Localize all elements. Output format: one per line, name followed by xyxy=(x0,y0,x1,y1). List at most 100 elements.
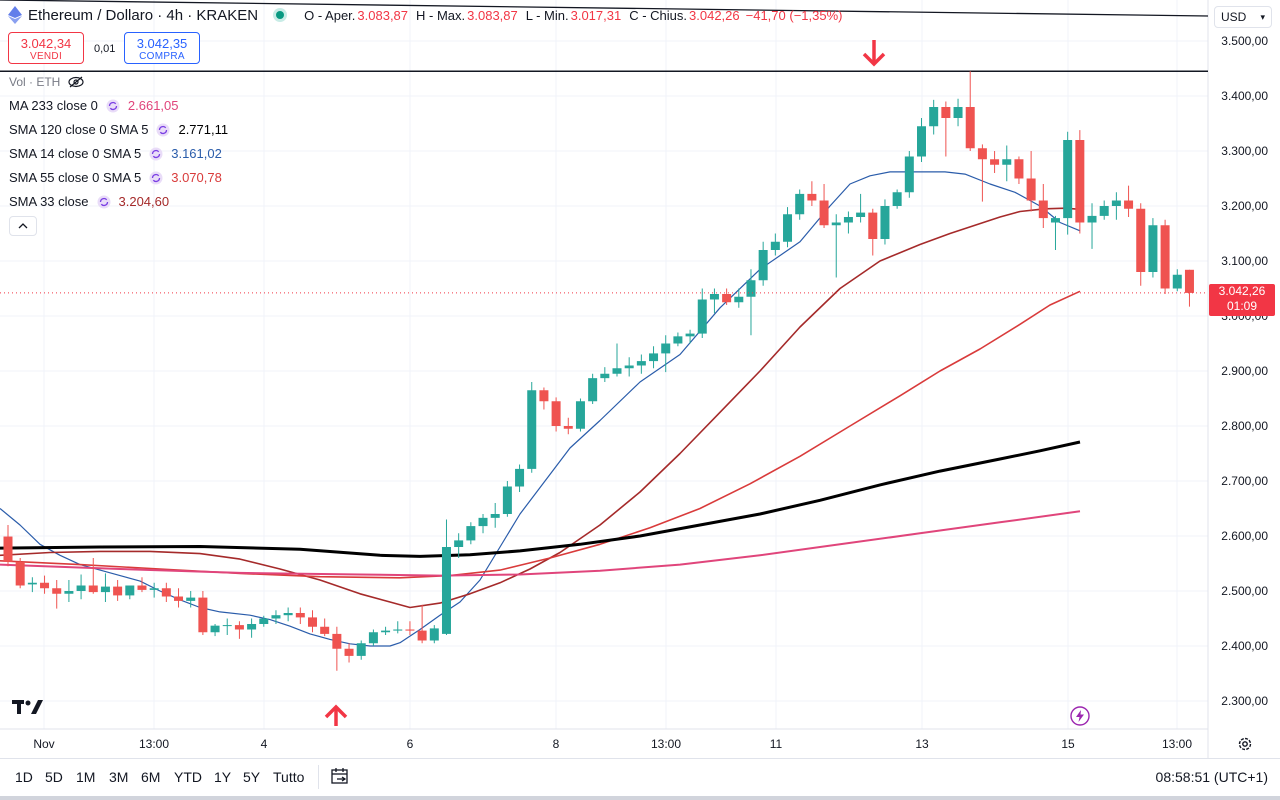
currency-select[interactable]: ▾ USD xyxy=(1214,6,1272,28)
candle-body xyxy=(917,126,926,157)
candle-body xyxy=(1087,215,1097,223)
candle-body xyxy=(88,585,98,593)
candle-body xyxy=(429,628,439,641)
candle-body xyxy=(198,597,208,633)
indicator-row[interactable]: SMA 120 close 0 SMA 5 2.771,11 xyxy=(9,122,228,137)
currency-label: USD xyxy=(1221,10,1247,24)
y-tick-label: 3.500,00 xyxy=(1221,34,1268,48)
candle-body xyxy=(161,588,171,597)
x-tick-label: 13:00 xyxy=(1161,737,1193,751)
open-label: O - Aper. xyxy=(304,7,356,23)
candle-body xyxy=(478,517,488,527)
candle-body xyxy=(356,643,366,656)
indicator-row[interactable]: MA 233 close 0 2.661,05 xyxy=(9,98,179,113)
timeframe-button[interactable]: 1M xyxy=(76,769,96,785)
indicator-row[interactable]: SMA 33 close 3.204,60 xyxy=(9,194,169,209)
candle-body xyxy=(174,596,184,601)
y-tick-label: 2.600,00 xyxy=(1221,529,1268,543)
candle-body xyxy=(746,280,756,297)
refresh-icon[interactable] xyxy=(106,99,120,113)
candle-body xyxy=(515,468,525,487)
refresh-icon[interactable] xyxy=(97,195,111,209)
candle-body xyxy=(868,212,878,239)
refresh-icon[interactable] xyxy=(156,123,170,137)
candle-body xyxy=(186,597,196,601)
buy-button[interactable]: 3.042,35 COMPRA xyxy=(124,32,200,64)
x-tick-label: Nov xyxy=(33,737,55,751)
candle-body xyxy=(15,561,25,586)
arrow-up-icon xyxy=(324,704,348,726)
date-range-icon[interactable] xyxy=(331,767,351,785)
candle-body xyxy=(27,582,37,585)
indicator-row[interactable]: SMA 14 close 0 SMA 5 3.161,02 xyxy=(9,146,222,161)
candle-body xyxy=(990,159,1000,165)
timeframe-button[interactable]: 5Y xyxy=(243,769,261,785)
candle-body xyxy=(441,547,451,634)
x-tick-label: 15 xyxy=(1061,737,1075,751)
candle-body xyxy=(697,299,707,334)
bottom-toolbar xyxy=(0,758,1280,796)
x-tick-label: 4 xyxy=(260,737,268,751)
timeframe-button[interactable]: 3M xyxy=(109,769,129,785)
trendline xyxy=(0,0,1209,17)
candle-body xyxy=(125,585,135,596)
candle-body xyxy=(709,294,719,300)
candle-body xyxy=(320,626,330,634)
candle-body xyxy=(1026,178,1036,201)
candle-body xyxy=(490,514,500,518)
indicator-label: SMA 14 close 0 SMA 5 xyxy=(9,146,142,161)
candle-body xyxy=(76,585,86,591)
timeframe-button[interactable]: 1Y xyxy=(214,769,232,785)
ma-line xyxy=(0,290,1081,579)
symbol-legend: Ethereum / Dollaro · 4h · KRAKEN O - Ape… xyxy=(8,6,842,24)
x-tick-label: 13 xyxy=(915,737,929,751)
candle-body xyxy=(856,212,866,217)
timeframe-button[interactable]: 6M xyxy=(141,769,161,785)
candle-body xyxy=(734,296,744,303)
chevron-down-icon: ▾ xyxy=(1260,12,1265,22)
sell-button[interactable]: 3.042,34 VENDI xyxy=(8,32,84,64)
candle-body xyxy=(843,217,853,223)
timeframe-button[interactable]: YTD xyxy=(174,769,202,785)
ma-line xyxy=(0,171,1081,647)
symbol-title[interactable]: Ethereum / Dollaro · 4h · KRAKEN xyxy=(28,6,259,24)
y-tick-label: 2.800,00 xyxy=(1221,419,1268,433)
candle-body xyxy=(64,591,74,594)
candle-body xyxy=(283,613,293,616)
y-tick-label: 2.700,00 xyxy=(1221,474,1268,488)
candle-body xyxy=(210,625,220,633)
candle-body xyxy=(722,294,732,303)
refresh-icon[interactable] xyxy=(149,171,163,185)
candle-body xyxy=(381,630,391,633)
eye-hidden-icon[interactable] xyxy=(68,76,84,88)
indicator-label: SMA 55 close 0 SMA 5 xyxy=(9,170,142,185)
candle-body xyxy=(222,625,232,627)
ma-line xyxy=(0,510,1081,577)
timeframe-button[interactable]: 5D xyxy=(45,769,63,785)
candle-body xyxy=(344,648,354,656)
collapse-indicators-button[interactable] xyxy=(9,216,37,236)
gear-icon[interactable] xyxy=(1237,736,1253,752)
change-value: −41,70 (−1,35%) xyxy=(745,7,843,23)
volume-legend[interactable]: Vol · ETH xyxy=(9,75,84,89)
y-tick-label: 3.200,00 xyxy=(1221,199,1268,213)
bottom-strip xyxy=(0,796,1280,800)
indicator-label: SMA 33 close xyxy=(9,194,89,209)
candle-body xyxy=(1124,200,1134,209)
candle-body xyxy=(661,343,671,354)
refresh-icon[interactable] xyxy=(149,147,163,161)
candle-body xyxy=(417,630,427,641)
lightning-icon[interactable] xyxy=(1070,706,1090,726)
ma-line xyxy=(0,440,1081,558)
clock[interactable]: 08:58:51 (UTC+1) xyxy=(1155,769,1268,785)
timeframe-button[interactable]: Tutto xyxy=(273,769,305,785)
y-tick-label: 2.900,00 xyxy=(1221,364,1268,378)
low-label: L - Min. xyxy=(525,7,569,23)
timeframe-button[interactable]: 1D xyxy=(15,769,33,785)
candle-body xyxy=(1063,140,1073,219)
y-tick-label: 3.100,00 xyxy=(1221,254,1268,268)
candle-body xyxy=(539,390,549,402)
indicator-row[interactable]: SMA 55 close 0 SMA 5 3.070,78 xyxy=(9,170,222,185)
candle-body xyxy=(100,586,110,593)
